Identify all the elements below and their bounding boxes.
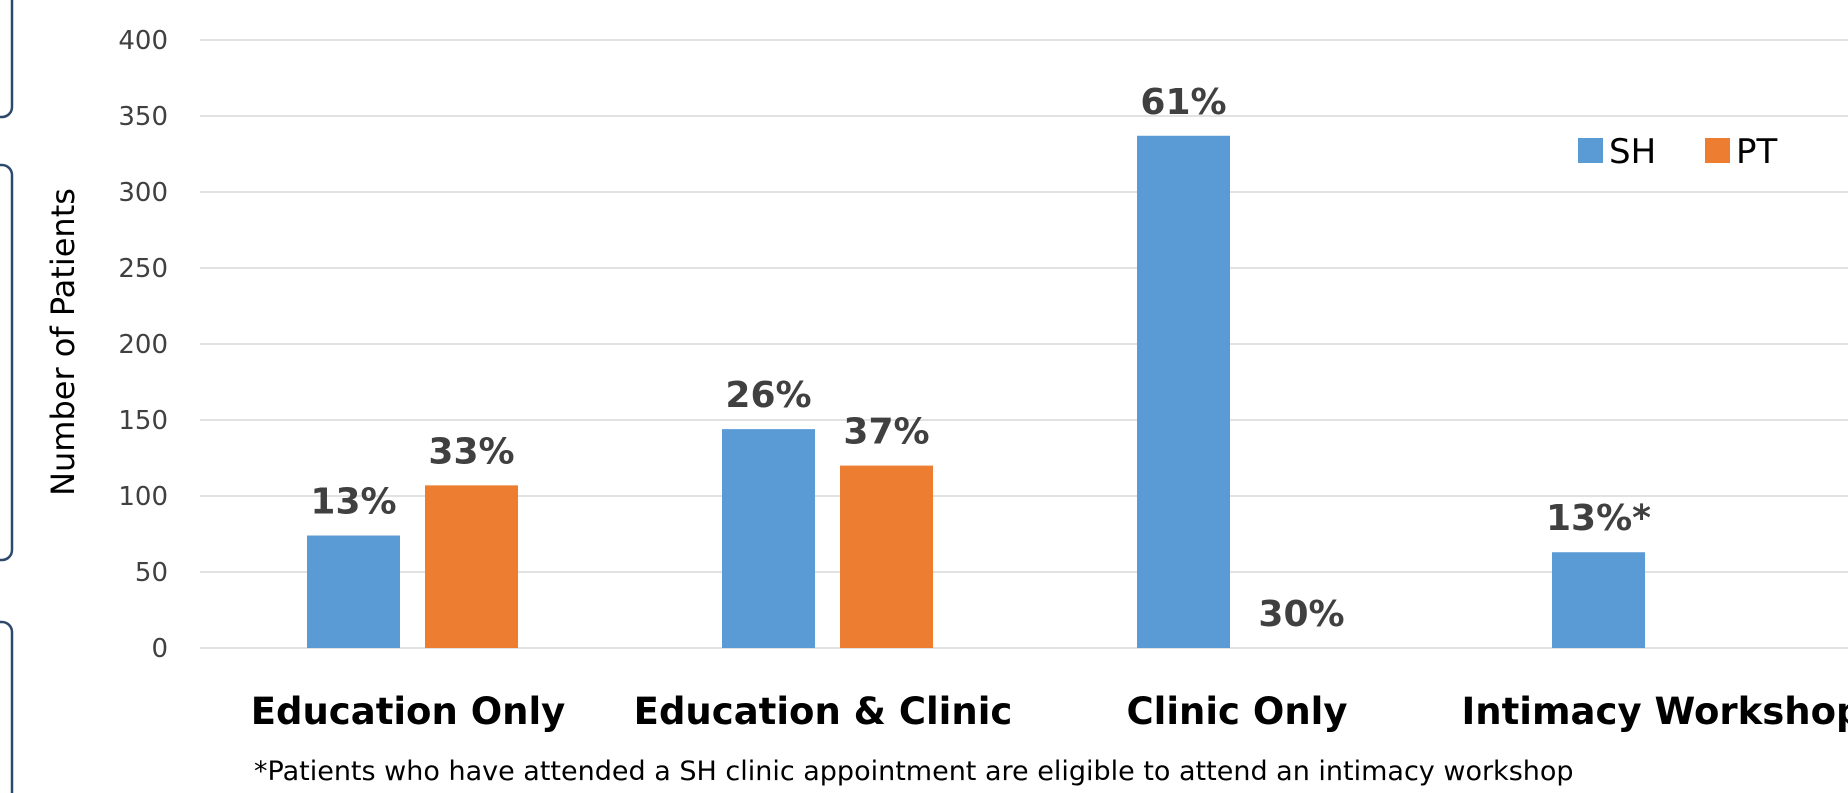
x-tick-label: Education Only [251, 690, 566, 733]
data-labels: 13% 33% 26% 37% 61% 30% 13%* [310, 82, 1651, 635]
y-tick-label: 350 [118, 102, 168, 132]
y-tick-label: 300 [118, 178, 168, 208]
bars [307, 135, 1645, 648]
data-label-pt-1: 37% [843, 412, 929, 453]
bar-sh-3 [1552, 552, 1645, 648]
data-label-sh-1: 26% [725, 375, 811, 416]
bar-sh-2 [1137, 135, 1230, 648]
x-tick-label: Intimacy Workshop [1462, 690, 1848, 733]
legend-swatch-sh [1578, 138, 1603, 163]
frame-bottom [0, 620, 14, 793]
data-label-sh-3: 13%* [1546, 498, 1651, 539]
bar-sh-0 [307, 535, 400, 648]
frame-top [0, 0, 14, 119]
data-label-sh-2: 61% [1140, 82, 1226, 123]
frame-middle [0, 163, 14, 562]
y-tick-label: 0 [151, 634, 168, 664]
bar-pt-1 [840, 465, 933, 648]
y-tick-label: 250 [118, 254, 168, 284]
x-tick-label: Clinic Only [1127, 690, 1348, 733]
y-axis-ticks: 0 50 100 150 200 250 300 350 400 [118, 26, 168, 664]
y-axis-label: Number of Patients [44, 188, 82, 496]
x-tick-label: Education & Clinic [634, 690, 1013, 733]
x-axis-ticks: Education Only Education & Clinic Clinic O… [251, 690, 1848, 733]
y-tick-label: 150 [118, 406, 168, 436]
legend-label-sh: SH [1609, 132, 1656, 172]
y-tick-label: 100 [118, 482, 168, 512]
y-tick-label: 400 [118, 26, 168, 56]
y-tick-label: 50 [135, 558, 168, 588]
bar-pt-0 [425, 485, 518, 648]
footnote: *Patients who have attended a SH clinic … [254, 756, 1574, 787]
legend-swatch-pt [1705, 138, 1730, 163]
data-label-pt-0: 33% [428, 431, 514, 472]
legend: SH PT [1578, 132, 1778, 172]
bar-sh-1 [722, 429, 815, 648]
legend-label-pt: PT [1736, 132, 1778, 172]
y-tick-label: 200 [118, 330, 168, 360]
data-label-sh-0: 13% [310, 482, 396, 523]
left-edge-frames [0, 0, 14, 793]
data-label-pt-2: 30% [1258, 594, 1344, 635]
